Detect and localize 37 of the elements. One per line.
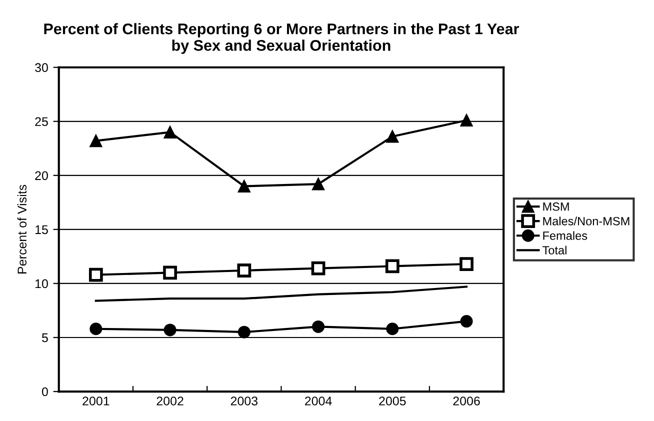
point [312,178,325,190]
x-tick-label: 2004 [305,396,332,406]
legend-label: Total [542,246,566,254]
point [460,257,474,271]
y-tick-label: 30 [35,63,48,72]
x-tick-label: 2005 [379,396,406,406]
point [90,134,102,148]
point [312,320,325,333]
chart-title: Percent of Clients Reporting 6 or More Partners in the Past 1 Year by Sex and Sexual Orientation [44,23,520,54]
x-tick-label: 2003 [230,396,258,406]
point [237,264,252,278]
point [164,324,176,336]
point [311,261,326,276]
y-tick-label: 25 [35,117,48,126]
point [238,326,250,338]
legend-label: Females [543,231,588,240]
y-tick-label: 20 [35,171,48,180]
point [460,114,473,127]
point [460,315,473,328]
point [385,259,400,274]
point [386,322,399,336]
point [238,180,250,192]
x-tick-label: 2001 [82,396,110,406]
legend-label: Males/Non-MSM [543,216,630,226]
point [386,130,399,143]
y-tick-label: 0 [42,387,48,396]
point [88,268,103,282]
y-axis-title: Percent of Visits [17,184,27,274]
y-tick-label: 10 [35,279,48,288]
point [90,322,102,336]
y-tick-label: 5 [42,333,48,342]
legend-label: MSM [543,202,569,211]
point [164,126,176,138]
x-tick-label: 2002 [156,396,184,406]
y-tick-label: 15 [35,225,48,234]
x-tick-label: 2006 [453,396,480,406]
point [163,266,177,280]
